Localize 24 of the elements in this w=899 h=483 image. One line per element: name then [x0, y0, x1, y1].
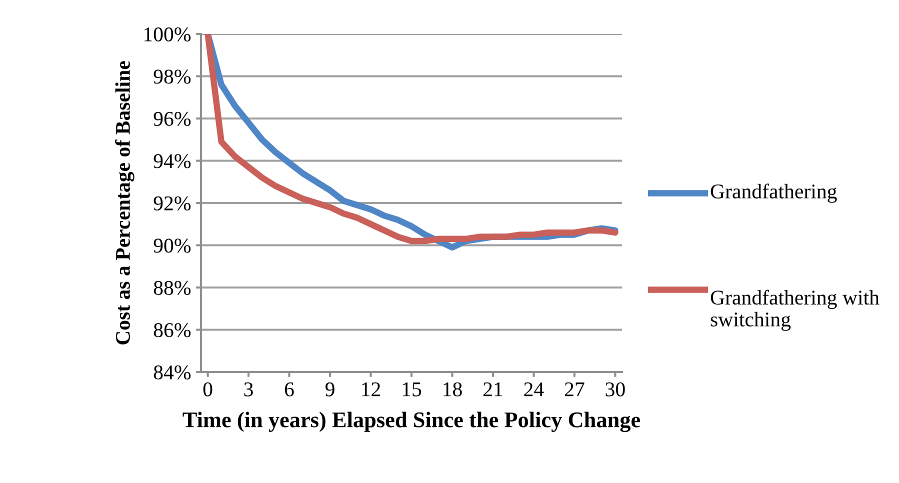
x-tick-label: 27	[564, 382, 584, 396]
x-tick-label: 12	[362, 382, 380, 396]
y-tick-label: 92%	[154, 196, 191, 210]
x-tick-label: 15	[402, 382, 422, 396]
y-tick-label: 88%	[154, 280, 191, 295]
y-tick-label: 94%	[154, 154, 191, 168]
y-tick-label: 98%	[154, 70, 191, 84]
y-tick-label: 84%	[154, 365, 191, 380]
x-tick-label: 18	[444, 382, 462, 396]
y-tick-label: 96%	[154, 112, 191, 126]
x-tick-label: 0	[203, 382, 212, 396]
legend-label: Grandfathering with switching	[710, 290, 880, 331]
x-axis-title: Time (in years) Elapsed Since the Policy Change	[182, 412, 640, 432]
y-tick-label: 90%	[154, 238, 191, 253]
x-tick-label: 6	[284, 382, 294, 396]
x-tick-label: 21	[483, 382, 502, 396]
x-tick-label: 30	[606, 382, 625, 396]
y-axis-title: Cost as a Percentage of Baseline	[115, 61, 134, 344]
y-tick-label: 100%	[144, 27, 191, 42]
x-tick-label: 3	[244, 382, 253, 396]
y-tick-label: 86%	[154, 323, 191, 338]
legend-label: Grandfathering	[710, 184, 837, 203]
x-tick-label: 24	[524, 382, 544, 396]
x-tick-label: 9	[325, 382, 334, 396]
